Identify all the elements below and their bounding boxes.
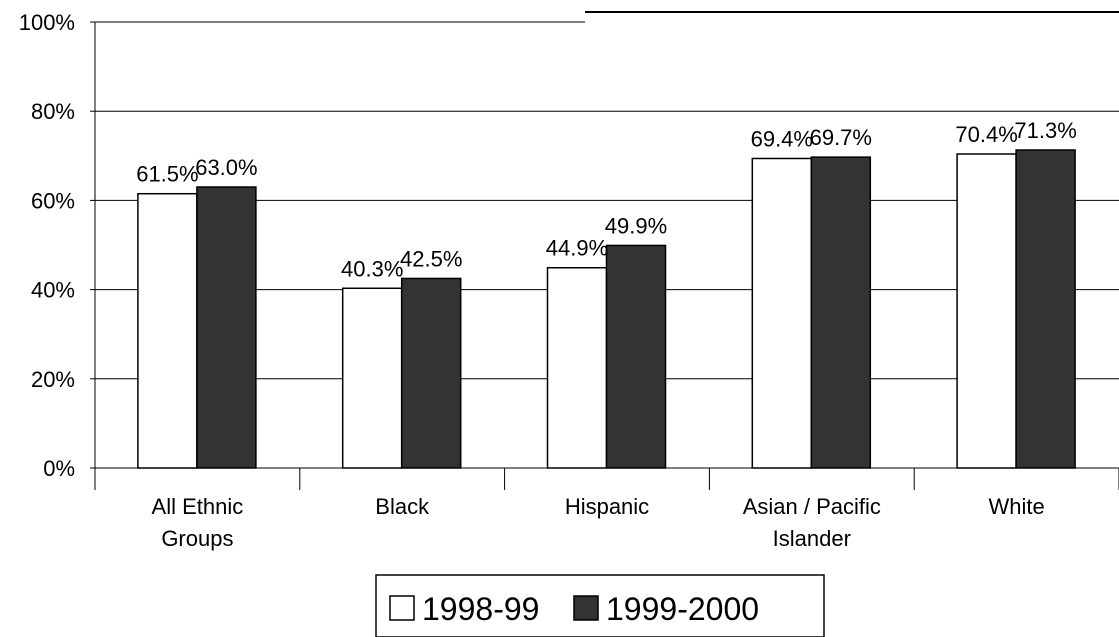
data-label: 42.5% [400, 246, 462, 271]
bar-1999-2000 [605, 244, 667, 469]
data-label: 61.5% [136, 162, 198, 187]
data-label: 71.3% [1014, 118, 1076, 143]
legend-swatch-1998-99 [389, 595, 415, 621]
legend-swatch-1999-2000 [573, 595, 599, 621]
bar-1999-2000 [1015, 149, 1076, 469]
bar-1999-2000 [400, 277, 462, 469]
bar-1998-99 [137, 192, 198, 469]
gridlines [95, 11, 1119, 380]
data-label: 69.4% [751, 126, 813, 151]
x-tick-label: Asian / Pacific Islander [743, 494, 881, 551]
bar-1998-99 [751, 157, 813, 469]
bar-1998-99 [546, 266, 608, 469]
data-label: 44.9% [546, 236, 608, 261]
x-axis: All Ethnic Groups Black Hispanic Asian / Pac… [94, 467, 1119, 551]
data-label: 49.9% [605, 213, 667, 238]
data-label: 70.4% [955, 122, 1017, 147]
bar-1998-99 [956, 153, 1017, 469]
data-label: 69.7% [810, 125, 872, 150]
x-tick-label: All Ethnic Groups [152, 494, 244, 551]
y-tick-label: 0% [43, 456, 75, 481]
y-tick-label: 100% [19, 10, 75, 35]
legend-box [375, 574, 825, 637]
x-tick-label: Hispanic [565, 494, 649, 519]
data-label: 40.3% [341, 256, 403, 281]
y-tick-label: 60% [31, 188, 75, 213]
bar-1999-2000 [810, 156, 872, 469]
legend: 1998-99 1999-2000 [375, 574, 825, 637]
bar-1999-2000 [196, 186, 257, 469]
y-tick-label: 80% [31, 99, 75, 124]
data-label: 63.0% [195, 155, 257, 180]
data-labels: 61.5%63.0% 40.3%42.5% 44.9%49.9% 69.4%69.7%… [136, 118, 1077, 281]
y-tick-label: 40% [31, 278, 75, 303]
legend-label-1999-2000: 1999-2000 [606, 591, 759, 627]
y-axis: 0% 20% 40% 60% 80% 100% [19, 10, 96, 481]
y-tick-label: 20% [31, 367, 75, 392]
bar-1998-99 [341, 287, 403, 469]
legend-label-1998-99: 1998-99 [422, 591, 539, 627]
x-tick-label: Black [375, 494, 430, 519]
x-tick-label: White [988, 494, 1044, 519]
bars [137, 149, 1076, 469]
